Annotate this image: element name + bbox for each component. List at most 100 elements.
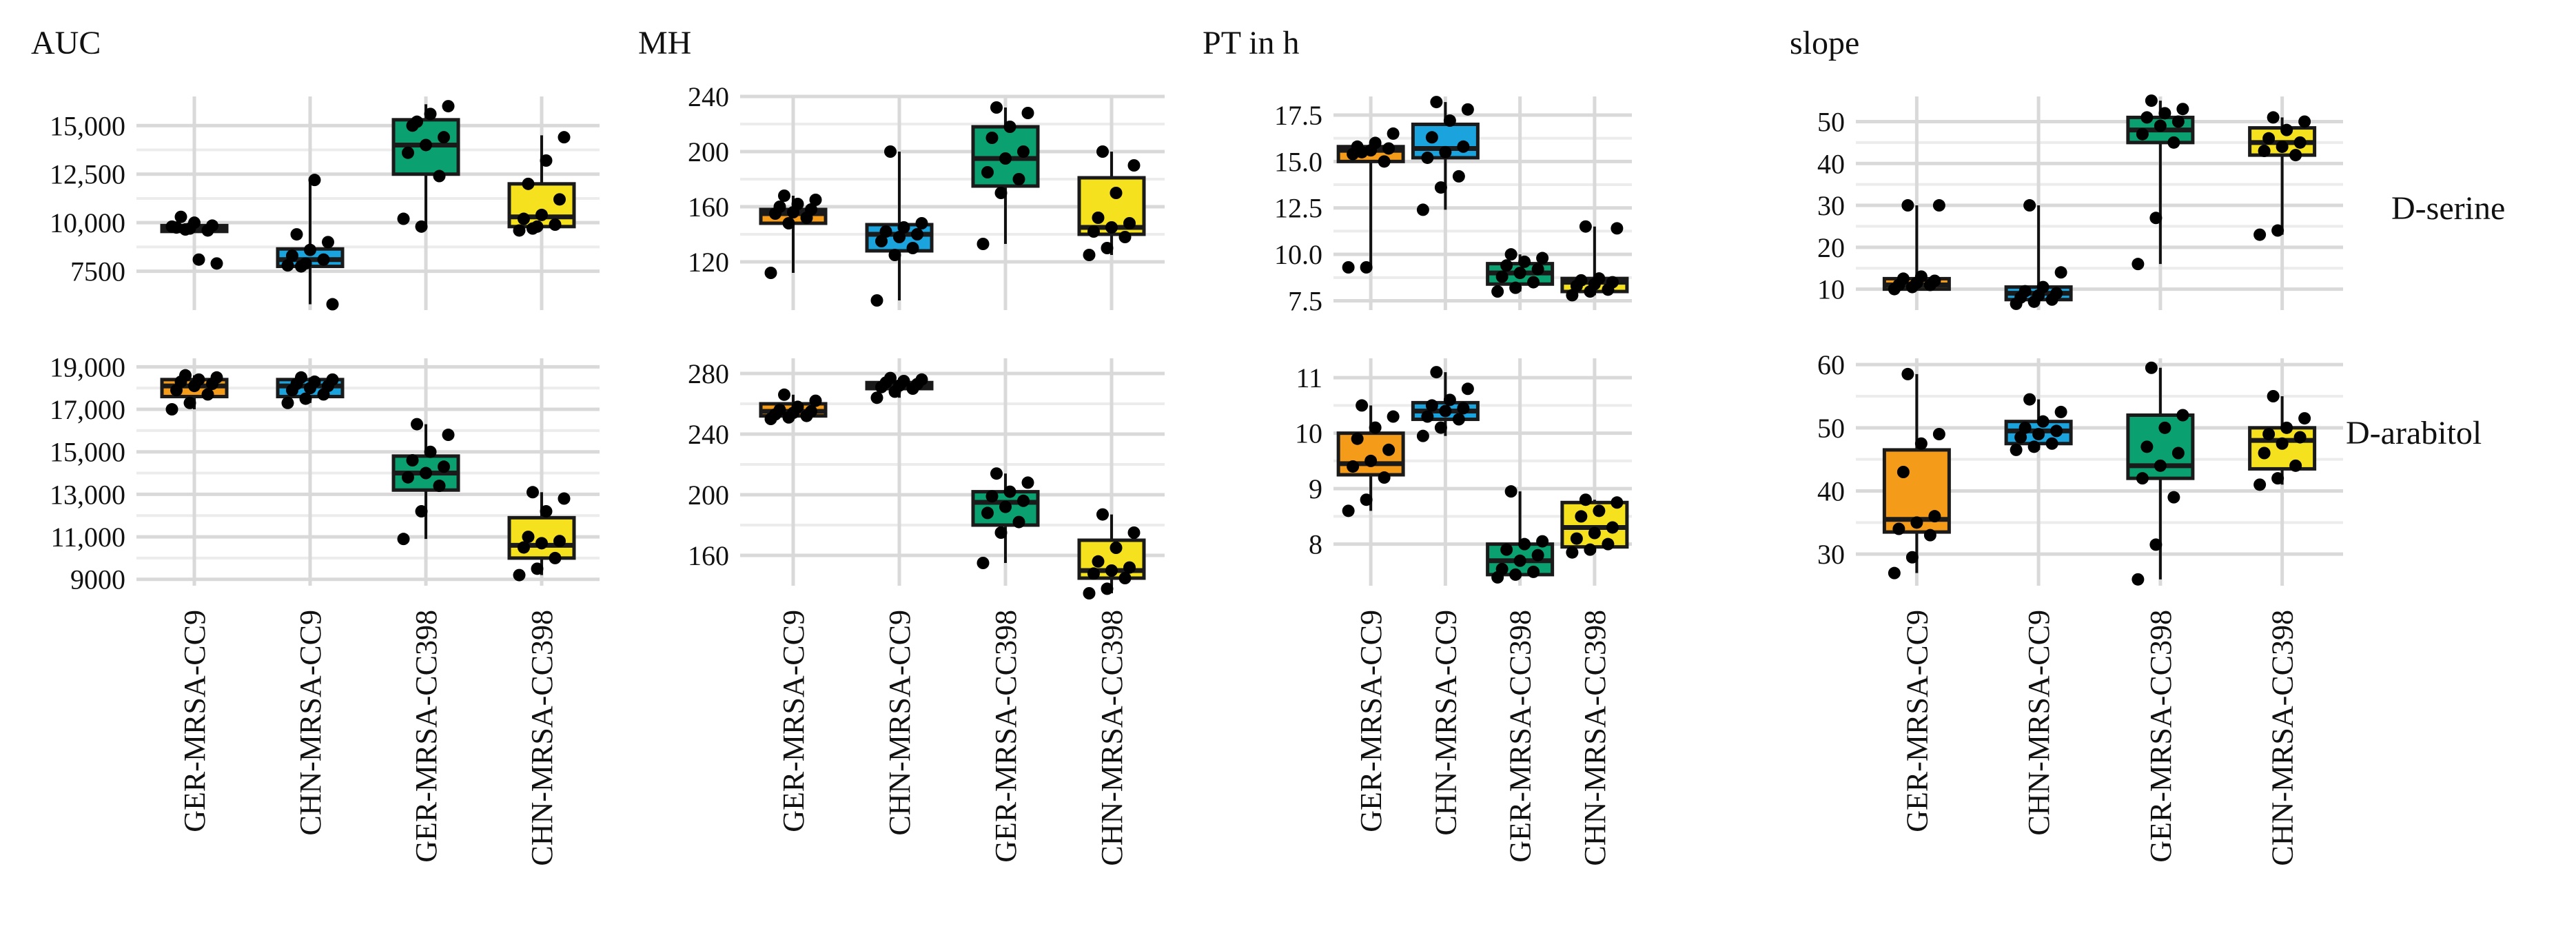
data-point [2280, 421, 2293, 434]
box-pt-arabitol-1 [1336, 399, 1405, 517]
data-point [2014, 431, 2027, 444]
data-point [990, 467, 1003, 480]
box-mh-serine-2 [865, 145, 934, 307]
data-point [1513, 554, 1526, 567]
data-point [884, 371, 897, 385]
box-slope-serine-2 [2004, 199, 2073, 310]
data-point [433, 170, 446, 183]
category-label: CHN-MRSA-CC398 [1578, 610, 1612, 866]
panel-title-auc: AUC [31, 25, 101, 61]
data-point [1566, 289, 1579, 302]
box-auc-arabitol-2 [276, 371, 345, 409]
category-label: CHN-MRSA-CC398 [2266, 610, 2300, 866]
data-point [1378, 155, 1391, 168]
data-point [981, 166, 994, 178]
data-point [1452, 170, 1465, 183]
data-point [773, 201, 786, 213]
data-point [2018, 421, 2032, 434]
data-point [1083, 587, 1096, 599]
data-point [1092, 212, 1105, 224]
data-point [805, 405, 817, 418]
data-point [424, 107, 437, 121]
data-point [1127, 159, 1141, 172]
data-point [1531, 548, 1544, 562]
data-point [188, 216, 201, 229]
panel-slope-arabitol: 30 40 50 60 [1817, 349, 2343, 586]
data-point [442, 429, 455, 442]
data-point [1382, 142, 1396, 155]
data-point [1606, 521, 1619, 534]
data-point [915, 217, 928, 229]
data-point [308, 375, 321, 388]
y-tick-label: 280 [688, 358, 729, 389]
box-mh-arabitol-3 [971, 467, 1040, 569]
y-tick-label: 19,000 [50, 351, 125, 382]
y-tick-label: 17,000 [50, 394, 125, 425]
data-point [1901, 199, 1914, 212]
box-pt-serine-4 [1560, 220, 1629, 302]
panel-mh-arabitol: 160 200 240 280 [688, 358, 1165, 599]
data-point [549, 218, 562, 231]
category-label: GER-MRSA-CC398 [2144, 610, 2178, 863]
data-point [1536, 252, 1549, 265]
data-point [1500, 259, 1513, 272]
data-point [999, 152, 1012, 165]
data-point [791, 400, 804, 413]
category-label: GER-MRSA-CC9 [1900, 610, 1934, 832]
data-point [192, 373, 205, 386]
data-point [326, 373, 339, 386]
data-point [2010, 443, 2023, 456]
data-point [2132, 258, 2145, 271]
data-point [1416, 203, 1429, 216]
box-mh-serine-3 [971, 101, 1040, 250]
data-point [1509, 281, 1522, 294]
data-point [773, 403, 786, 416]
data-point [1003, 121, 1016, 133]
data-point [1611, 222, 1624, 235]
data-point [2271, 224, 2284, 237]
data-point [2271, 472, 2284, 485]
data-point [2054, 266, 2067, 279]
data-point [985, 132, 999, 144]
box-mh-arabitol-4 [1077, 508, 1146, 599]
data-point [915, 373, 928, 386]
data-point [1342, 261, 1355, 274]
data-point [1461, 103, 1474, 116]
data-point [2276, 437, 2289, 450]
y-tick-label: 12.5 [1274, 193, 1322, 224]
data-point [1012, 515, 1025, 529]
box-slope-arabitol-4 [2248, 390, 2317, 491]
data-point [433, 480, 446, 493]
y-tick-label: 15.0 [1274, 146, 1322, 177]
data-point [1096, 145, 1109, 158]
panel-title-slope: slope [1790, 25, 1859, 61]
data-point [1457, 140, 1470, 153]
data-point [2045, 437, 2058, 450]
data-point [1461, 382, 1474, 396]
data-point [1518, 537, 1531, 551]
data-point [1096, 508, 1109, 521]
data-point [2262, 428, 2276, 440]
data-point [1356, 399, 1369, 412]
box-mh-arabitol-1 [759, 388, 828, 425]
box-pt-serine-3 [1486, 248, 1555, 298]
data-point [977, 557, 990, 569]
data-point [778, 189, 790, 202]
panel-mh-serine: 120 160 200 240 [688, 81, 1165, 310]
panel-auc-arabitol: 9000 11,000 13,000 15,000 17,000 19,000 [50, 351, 600, 595]
data-point [1430, 366, 1443, 379]
y-tick-label: 120 [688, 247, 729, 278]
data-point [1611, 496, 1624, 509]
y-tick-label: 7500 [70, 256, 125, 287]
data-point [2027, 440, 2041, 453]
data-point [553, 535, 566, 548]
box-pt-arabitol-3 [1486, 485, 1555, 584]
data-point [2258, 145, 2271, 158]
data-point [558, 131, 571, 144]
y-tick-label: 9 [1309, 473, 1322, 504]
data-point [2149, 538, 2163, 551]
category-label: CHN-MRSA-CC9 [294, 610, 327, 836]
data-point [1932, 428, 1945, 440]
panel-title-pt: PT in h [1203, 25, 1299, 61]
data-point [1531, 263, 1544, 276]
